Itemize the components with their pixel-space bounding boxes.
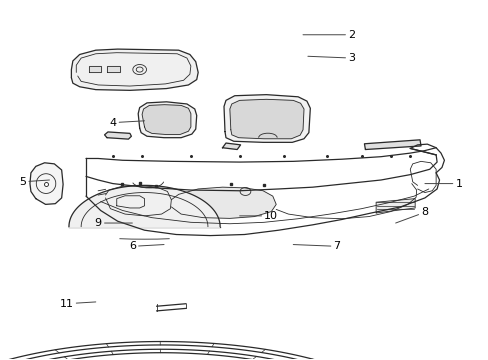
Polygon shape [30, 163, 63, 204]
Text: 11: 11 [60, 299, 96, 309]
Text: 3: 3 [307, 53, 355, 63]
Text: 4: 4 [109, 118, 144, 128]
Text: 8: 8 [395, 207, 427, 223]
Polygon shape [229, 99, 304, 139]
Text: 7: 7 [293, 241, 340, 251]
Polygon shape [89, 66, 101, 72]
Text: 2: 2 [303, 30, 355, 40]
Text: 1: 1 [424, 179, 462, 189]
Polygon shape [375, 199, 414, 213]
Polygon shape [138, 102, 196, 138]
Text: 5: 5 [19, 177, 49, 187]
Polygon shape [105, 185, 171, 216]
Polygon shape [117, 196, 144, 208]
Polygon shape [222, 143, 240, 149]
Polygon shape [142, 105, 190, 134]
Polygon shape [224, 95, 310, 142]
Polygon shape [71, 49, 198, 90]
Polygon shape [104, 132, 131, 139]
Polygon shape [69, 185, 220, 226]
Polygon shape [364, 140, 420, 149]
Text: 6: 6 [128, 241, 163, 251]
Polygon shape [107, 66, 120, 72]
Text: 9: 9 [95, 218, 132, 228]
Text: 10: 10 [239, 211, 278, 221]
Polygon shape [171, 187, 276, 219]
